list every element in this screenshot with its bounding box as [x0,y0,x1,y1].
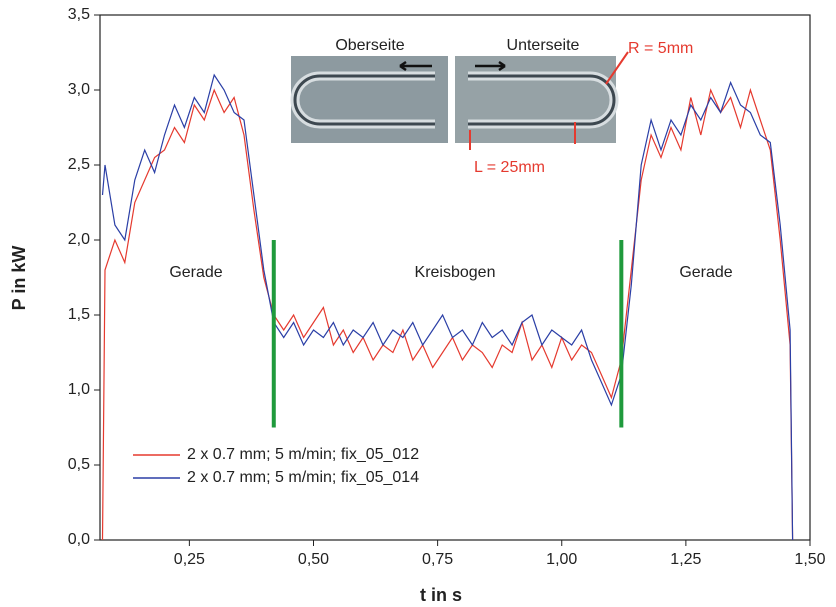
annotation: Gerade [169,264,222,281]
photo-inset [290,51,629,150]
y-tick-label: 1,0 [68,381,90,398]
annotation: Kreisbogen [415,264,496,281]
x-tick-label: 0,50 [298,551,329,568]
x-axis-label: t in s [420,585,462,605]
y-tick-label: 2,5 [68,156,90,173]
x-tick-label: 0,25 [174,551,205,568]
annotation: Gerade [679,264,732,281]
y-tick-label: 3,0 [68,81,90,98]
annotation: L = 25mm [474,159,545,176]
series-line [101,87,794,541]
y-tick-label: 3,5 [68,6,90,23]
x-tick-label: 1,00 [546,551,577,568]
y-tick-label: 0,5 [68,456,90,473]
legend-label: 2 x 0.7 mm; 5 m/min; fix_05_012 [187,446,419,463]
plot-frame [99,14,811,541]
y-tick-label: 2,0 [68,231,90,248]
y-axis-label: P in kW [9,246,29,311]
annotation: Unterseite [507,37,580,54]
annotation: R = 5mm [628,40,693,57]
x-tick-label: 0,75 [422,551,453,568]
annotation: Oberseite [335,37,404,54]
x-tick-label: 1,50 [794,551,825,568]
x-tick-label: 1,25 [670,551,701,568]
legend-label: 2 x 0.7 mm; 5 m/min; fix_05_014 [187,469,419,486]
y-tick-label: 1,5 [68,306,90,323]
y-tick-label: 0,0 [68,531,90,548]
series-line [101,73,794,541]
